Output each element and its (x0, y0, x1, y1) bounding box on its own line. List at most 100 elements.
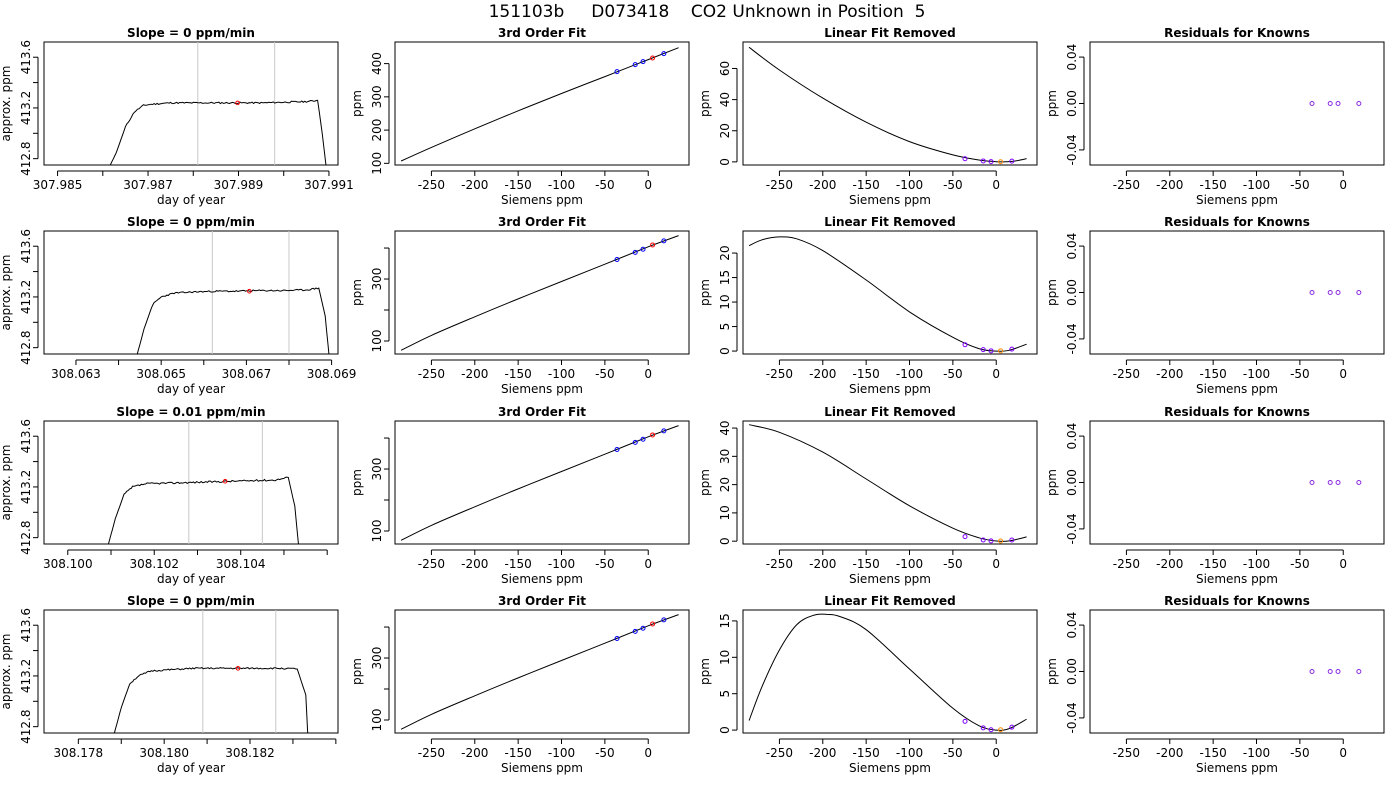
panel-title: Linear Fit Removed (824, 594, 956, 608)
panel-title: Residuals for Knowns (1164, 26, 1310, 40)
known-standard-point (640, 246, 646, 252)
panel-title: 3rd Order Fit (498, 405, 586, 419)
y-tick-label: 413.6 (19, 608, 33, 642)
x-tick-label: 308.067 (222, 367, 272, 381)
known-standard-point (1009, 158, 1015, 164)
x-tick-label: -200 (809, 178, 836, 192)
x-tick-label: -250 (766, 367, 793, 381)
y-tick-label: 0.04 (1065, 612, 1079, 639)
x-axis-label: Siemens ppm (849, 193, 931, 207)
x-axis-label: Siemens ppm (1196, 761, 1278, 775)
x-tick-label: 0 (992, 746, 1000, 760)
y-axis-label: ppm (1045, 658, 1059, 685)
known-standard-point (632, 628, 638, 634)
x-tick-label: -100 (548, 178, 575, 192)
x-tick-label: -250 (418, 367, 445, 381)
x-tick-label: 308.182 (225, 746, 275, 760)
x-tick-label: 308.104 (216, 557, 266, 571)
plot-area (1309, 669, 1362, 674)
x-tick-label: -50 (595, 178, 615, 192)
plot-area (748, 236, 1027, 354)
y-tick-label: 5 (718, 323, 732, 331)
x-tick-label: 0 (644, 557, 652, 571)
known-standard-point (1009, 724, 1015, 730)
known-standard-point (980, 537, 986, 543)
y-tick-label: 20 (718, 477, 732, 492)
plot-frame (43, 609, 339, 734)
panel-raw-4: Slope = 0 ppm/min 308.178 308.180 308.182da… (0, 594, 339, 775)
known-standard-point (614, 636, 620, 642)
residual-point (1309, 101, 1315, 106)
unknown-sample-point (998, 159, 1004, 165)
x-tick-label: 307.987 (123, 178, 173, 192)
panel-title: Slope = 0 ppm/min (127, 26, 255, 40)
y-tick-label: 100 (370, 152, 384, 175)
y-axis-label: ppm (350, 279, 364, 306)
known-standard-point (988, 348, 994, 354)
panel-raw-1: Slope = 0 ppm/min 307.985 307.987 307.989 30… (0, 26, 354, 207)
plot-frame (742, 420, 1038, 545)
x-axis-label: Siemens ppm (501, 761, 583, 775)
y-tick-label: 300 (370, 458, 384, 481)
x-tick-label: -150 (1200, 178, 1227, 192)
plot-area (107, 421, 299, 544)
known-standard-point (1009, 346, 1015, 352)
y-tick-label: 40 (718, 92, 732, 107)
known-standard-point (661, 51, 667, 57)
x-tick-label: 308.063 (51, 367, 101, 381)
y-tick-label: 413.2 (19, 659, 33, 693)
plot-frame (394, 41, 690, 166)
y-tick-label: 100 (370, 520, 384, 543)
known-standard-point (980, 725, 986, 731)
x-tick-label: 0 (1339, 557, 1347, 571)
panel-resid-2: Residuals for Knowns -250 -200 -150 -100 -50 0… (1045, 215, 1385, 396)
y-tick-label: 412.8 (19, 520, 33, 554)
plot-area (109, 42, 327, 165)
x-tick-label: -100 (548, 557, 575, 571)
x-axis-label: day of year (157, 572, 225, 586)
x-axis-label: day of year (157, 193, 225, 207)
x-tick-label: -250 (1113, 367, 1140, 381)
y-tick-label: 0.00 (1065, 658, 1079, 685)
x-tick-label: -150 (853, 746, 880, 760)
x-tick-label: -150 (505, 557, 532, 571)
x-axis-label: Siemens ppm (501, 193, 583, 207)
residual-point (1309, 669, 1315, 674)
y-tick-label: 0.00 (1065, 279, 1079, 306)
y-tick-label: 60 (718, 61, 732, 76)
x-tick-label: -50 (1290, 746, 1310, 760)
panel-title: Linear Fit Removed (824, 405, 956, 419)
x-tick-label: -50 (943, 367, 963, 381)
panel-linfit-2: Linear Fit Removed -250 -200 -150 -100 -50 0 Si… (698, 215, 1038, 396)
x-tick-label: -150 (505, 367, 532, 381)
known-standard-point (988, 538, 994, 544)
x-tick-label: -50 (595, 367, 615, 381)
raw-signal-trace (136, 287, 330, 354)
plot-frame (43, 41, 339, 166)
x-tick-label: -200 (461, 557, 488, 571)
plot-area (1309, 480, 1362, 485)
residual-point (1327, 290, 1333, 295)
y-tick-label: 0.00 (1065, 90, 1079, 117)
x-tick-label: -200 (809, 367, 836, 381)
y-axis-label: approx. ppm (0, 445, 13, 521)
y-tick-label: 0.04 (1065, 233, 1079, 260)
known-standard-point (632, 62, 638, 68)
x-tick-label: -150 (1200, 367, 1227, 381)
y-axis-label: ppm (1045, 279, 1059, 306)
x-tick-label: -50 (1290, 178, 1310, 192)
y-axis-label: ppm (698, 469, 712, 496)
plot-area (136, 231, 330, 354)
x-tick-label: -100 (1243, 178, 1270, 192)
panel-fit-2: 3rd Order Fit -250 -200 -150 -100 -50 0 Siemens… (350, 215, 690, 396)
x-tick-label: -150 (853, 367, 880, 381)
x-tick-label: -250 (418, 746, 445, 760)
x-tick-label: -250 (1113, 178, 1140, 192)
unknown-sample-point (998, 348, 1004, 354)
x-tick-label: -100 (896, 746, 923, 760)
y-tick-label: 0 (718, 347, 732, 355)
y-tick-label: 0 (718, 537, 732, 545)
y-tick-label: 10 (718, 505, 732, 520)
known-standard-point (962, 156, 968, 162)
known-standard-point (988, 727, 994, 733)
